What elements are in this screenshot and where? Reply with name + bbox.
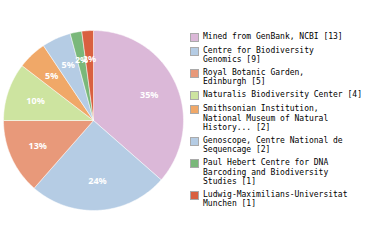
svg-text:2%: 2% [83,52,96,65]
html-text:Mined from GenBank, NCBI [13]: Mined from GenBank, NCBI [13] [203,31,343,41]
html-text:Centre for Biodiversity Genomi: Centre for Biodiversity Genomics [9] [203,45,314,64]
svg-text:10%: 10% [26,94,44,107]
svg-text:2%: 2% [74,53,89,67]
html-text:Ludwig-Maximilians-Universitat: Ludwig-Maximilians-Universitat Munchen [… [203,189,348,209]
html-text:Naturalis Biodiversity Center: Naturalis Biodiversity Center [4] [203,90,362,100]
html-text:Paul Hebert Centre for DNA Bar: Paul Hebert Centre for DNA Barcoding and… [203,158,329,186]
svg-text:13%: 13% [29,139,47,152]
svg-text:5%: 5% [62,58,75,71]
svg-text:5%: 5% [45,69,58,82]
svg-text:24%: 24% [88,174,106,187]
svg-text:35%: 35% [140,88,158,101]
html-text:Genoscope, Centre National de: Genoscope, Centre National de Sequencage… [203,136,343,155]
html-text:Royal Botanic Garden, Edinburg: Royal Botanic Garden, Edinburgh [5] [203,68,305,87]
html-text:Smithsonian Institution, Natio: Smithsonian Institution, National Museum… [203,104,329,132]
